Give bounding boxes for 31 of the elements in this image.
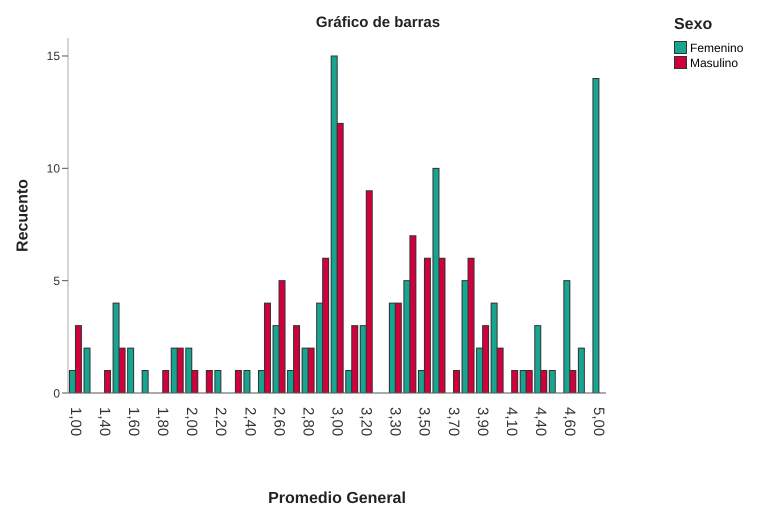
legend-label: Femenino bbox=[690, 40, 744, 54]
x-tick-label: 2,60 bbox=[270, 407, 288, 436]
x-tick-label: 1,00 bbox=[66, 407, 84, 436]
legend-label: Masulino bbox=[690, 56, 738, 70]
x-tick-label: 3,20 bbox=[358, 407, 375, 436]
x-tick-label: 3,90 bbox=[474, 407, 491, 436]
x-tick-label: 3,70 bbox=[444, 407, 462, 436]
bar bbox=[592, 78, 600, 393]
x-tick-label: 1,60 bbox=[124, 407, 142, 436]
x-tick-label: 2,40 bbox=[241, 407, 258, 436]
x-tick-label: 3,00 bbox=[328, 407, 346, 436]
x-tick-label: 4,10 bbox=[502, 407, 520, 436]
y-tick-label: 10 bbox=[46, 162, 60, 176]
x-tick-label: 2,00 bbox=[183, 407, 200, 436]
y-tick-label: 15 bbox=[46, 49, 60, 64]
x-tick-label: 4,60 bbox=[561, 407, 578, 436]
x-tick-label: 3,30 bbox=[386, 407, 404, 436]
x-tick-label: 4,40 bbox=[532, 407, 550, 436]
x-axis-title: Promedio General bbox=[268, 490, 406, 507]
y-tick-label: 0 bbox=[53, 386, 60, 400]
x-tick-label: 1,40 bbox=[96, 407, 113, 436]
x-tick-label: 3,50 bbox=[416, 407, 433, 436]
x-tick-label: 2,20 bbox=[212, 407, 230, 436]
x-tick-label: 1,80 bbox=[154, 407, 172, 436]
legend-title: Sexo bbox=[674, 16, 714, 34]
x-tick-label: 5,00 bbox=[590, 407, 608, 436]
x-tick-label: 2,80 bbox=[299, 407, 316, 436]
y-axis-title: Recuento bbox=[14, 178, 32, 252]
y-tick-label: 5 bbox=[53, 274, 60, 288]
chart-title: Gráfico de barras bbox=[316, 14, 440, 31]
bar bbox=[142, 370, 149, 393]
